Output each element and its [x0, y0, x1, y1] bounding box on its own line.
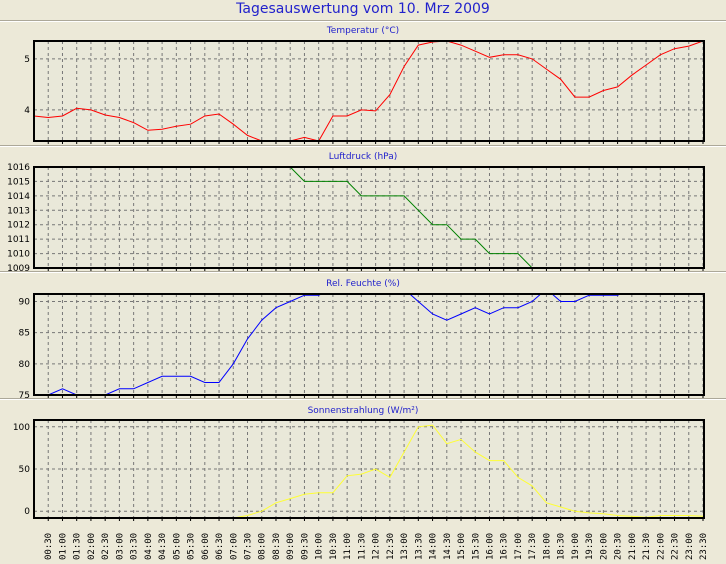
plot-border [33, 293, 705, 396]
chart-panel-1: Luftdruck (hPa) 1009 1010 1011 1012 1013 1014 1… [7, 152, 705, 274]
y-tick-label: 1016 [7, 163, 30, 173]
divider [0, 271, 726, 273]
divider [0, 20, 726, 22]
x-tick-label: 15:30 [471, 533, 481, 560]
x-tick-label: 22:30 [671, 533, 681, 560]
x-tick-label: 03:00 [115, 533, 125, 560]
y-tick-label: 1015 [7, 177, 30, 187]
x-tick-label: 01:00 [58, 533, 68, 560]
x-tick-label: 12:00 [372, 533, 382, 560]
y-tick-label: 1009 [7, 264, 30, 274]
x-tick-label: 10:00 [315, 533, 325, 560]
chart-panel-0: Temperatur (°C) 4 5 [24, 26, 705, 144]
x-tick-label: 11:00 [343, 533, 353, 560]
x-tick-label: 08:30 [272, 533, 282, 560]
chart-title: Sonnenstrahlung (W/m²) [308, 406, 419, 416]
y-tick-label: 1013 [7, 206, 30, 216]
x-tick-label: 08:00 [258, 533, 268, 560]
chart-title: Temperatur (°C) [326, 26, 399, 36]
x-tick-label: 23:00 [685, 533, 695, 560]
y-tick-label: 75 [19, 391, 30, 401]
y-tick-label: 5 [24, 55, 30, 65]
x-tick-label: 17:30 [528, 533, 538, 560]
x-tick-label: 02:00 [87, 533, 97, 560]
y-tick-label: 1010 [7, 250, 30, 260]
chart-panel-3: Sonnenstrahlung (W/m²) 0 50 100 [13, 406, 705, 521]
x-tick-label: 18:30 [557, 533, 567, 560]
series-line [233, 424, 704, 518]
plot-area [34, 167, 704, 268]
x-tick-label: 13:30 [414, 533, 424, 560]
x-tick-label: 02:30 [101, 533, 111, 560]
x-tick-label: 19:00 [571, 533, 581, 560]
y-tick-label: 100 [13, 423, 30, 433]
x-tick-label: 05:30 [187, 533, 197, 560]
y-tick-label: 80 [19, 360, 31, 370]
y-tick-label: 1012 [7, 221, 30, 231]
x-tick-label: 15:00 [457, 533, 467, 560]
y-tick-label: 1014 [7, 192, 30, 202]
x-tick-label: 23:30 [699, 533, 709, 560]
page-title: Tagesauswertung vom 10. Mrz 2009 [236, 1, 490, 17]
chart-panel-2: Rel. Feuchte (%) 75 80 85 90 [19, 279, 705, 401]
x-tick-label: 10:30 [329, 533, 339, 560]
y-tick-label: 85 [19, 329, 30, 339]
x-tick-label: 06:00 [201, 533, 211, 560]
x-tick-label: 20:30 [614, 533, 624, 560]
series-line [34, 41, 704, 141]
x-tick-label: 17:00 [514, 533, 524, 560]
divider [0, 145, 726, 147]
x-tick-label: 21:00 [628, 533, 638, 560]
series-line [289, 167, 533, 268]
x-tick-label: 06:30 [215, 533, 225, 560]
y-tick-label: 4 [24, 106, 30, 116]
x-tick-label: 14:30 [443, 533, 453, 560]
plot-area [34, 294, 704, 395]
x-tick-label: 16:30 [500, 533, 510, 560]
x-tick-label: 00:30 [44, 533, 54, 560]
x-tick-label: 21:30 [642, 533, 652, 560]
plot-border [33, 166, 705, 269]
x-tick-label: 22:00 [656, 533, 666, 560]
x-tick-label: 07:00 [229, 533, 239, 560]
x-tick-label: 01:30 [73, 533, 83, 560]
x-tick-label: 14:00 [429, 533, 439, 560]
x-tick-label: 07:30 [244, 533, 254, 560]
y-tick-label: 1011 [7, 235, 30, 245]
chart-title: Luftdruck (hPa) [329, 152, 398, 162]
x-tick-label: 11:30 [357, 533, 367, 560]
x-tick-label: 05:00 [172, 533, 182, 560]
divider [0, 398, 726, 400]
series-line [48, 294, 622, 395]
chart-title: Rel. Feuchte (%) [326, 279, 400, 289]
x-tick-label: 18:00 [542, 533, 552, 560]
y-tick-label: 50 [19, 465, 31, 475]
x-tick-label: 20:00 [599, 533, 609, 560]
x-tick-label: 16:00 [485, 533, 495, 560]
plot-border [33, 419, 705, 519]
x-tick-label: 09:30 [300, 533, 310, 560]
x-tick-label: 09:00 [286, 533, 296, 560]
plot-border [33, 40, 705, 142]
y-tick-label: 0 [24, 507, 30, 517]
x-tick-label: 13:00 [400, 533, 410, 560]
x-tick-label: 19:30 [585, 533, 595, 560]
y-tick-label: 90 [19, 297, 31, 307]
x-tick-label: 03:30 [130, 533, 140, 560]
plot-area [34, 41, 704, 141]
x-tick-label: 04:30 [158, 533, 168, 560]
x-tick-label: 12:30 [386, 533, 396, 560]
x-tick-label: 04:00 [144, 533, 154, 560]
